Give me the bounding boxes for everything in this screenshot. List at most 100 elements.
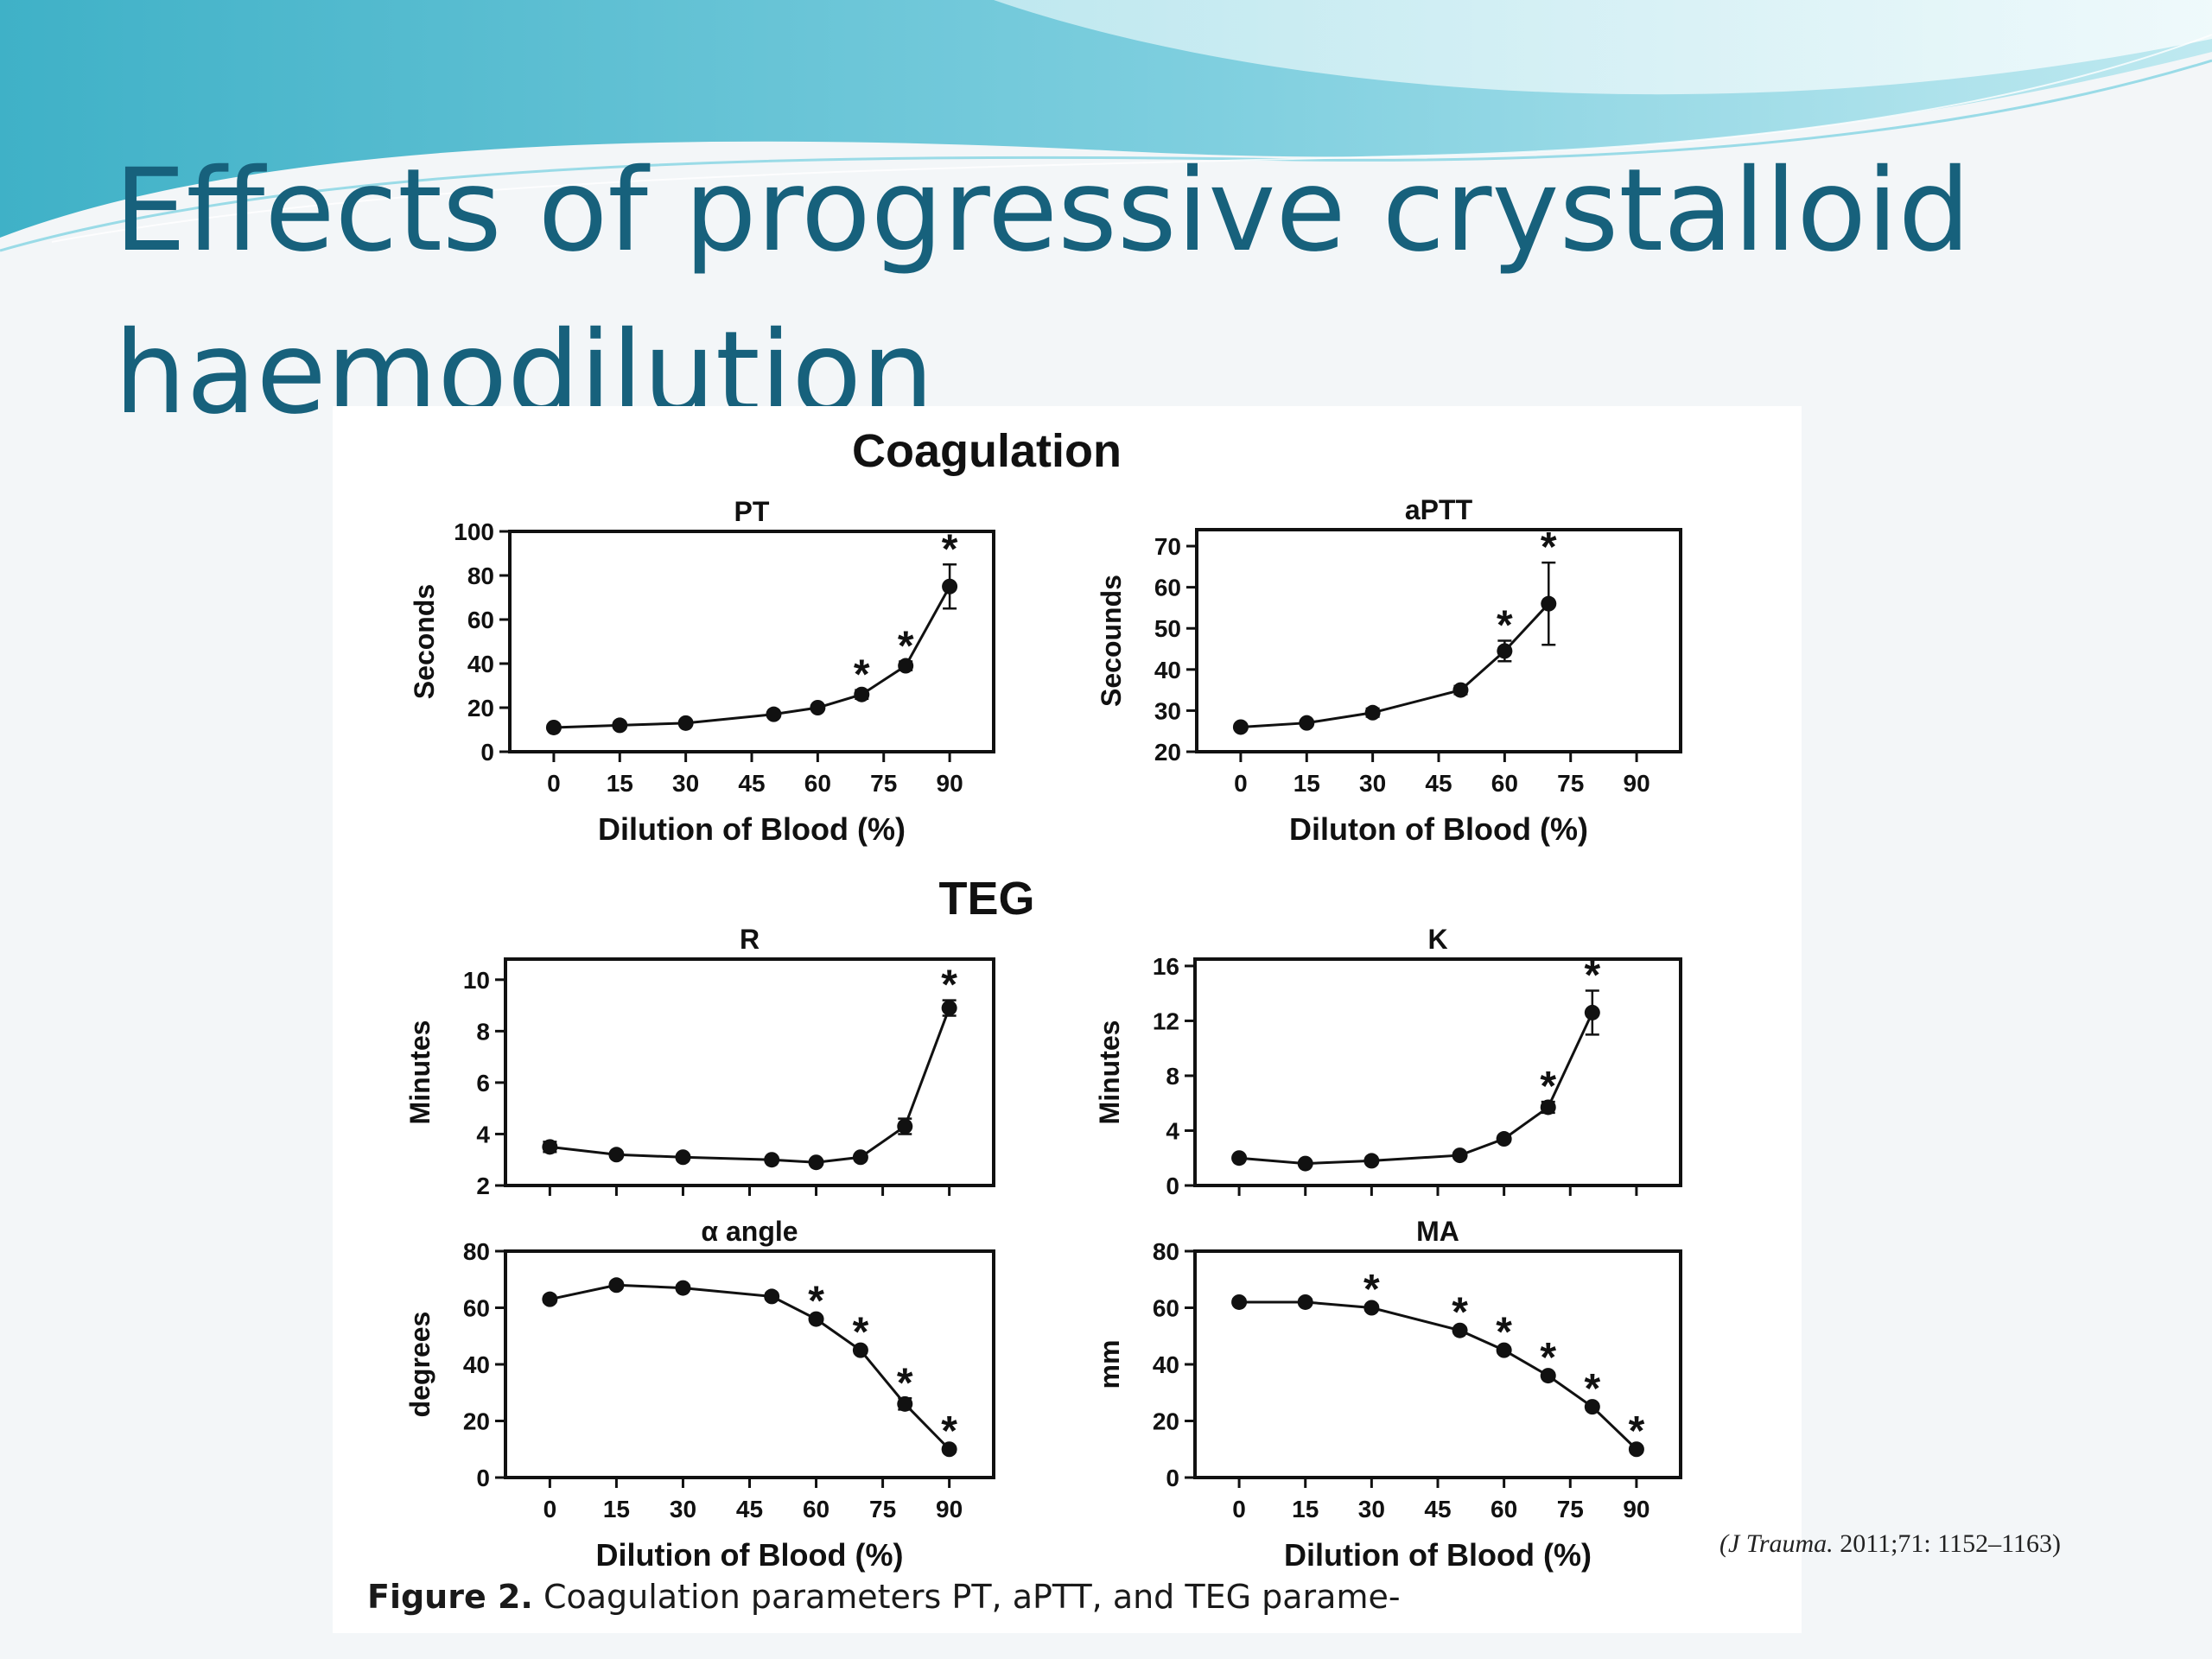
data-point — [1452, 1322, 1468, 1338]
data-point — [542, 1291, 558, 1307]
x-tick-label: 45 — [1425, 770, 1452, 797]
data-point — [608, 1147, 625, 1163]
significance-marker: * — [808, 1278, 824, 1324]
data-point — [942, 578, 958, 594]
plot-frame — [1195, 528, 1682, 753]
x-tick-label: 75 — [1557, 1496, 1584, 1522]
significance-marker: * — [898, 623, 914, 669]
y-axis-label: Secounds — [1096, 575, 1127, 707]
figure-caption: Figure 2. Coagulation parameters PT, aPT… — [367, 1578, 1401, 1616]
chart-pt: PT 0 20 40 60 80 100 0 15 30 45 60 75 90 Dilution of B… — [409, 496, 995, 847]
series-line — [1239, 1300, 1637, 1451]
data-point — [852, 1149, 868, 1166]
chart-title: PT — [734, 496, 770, 527]
x-tick-label: 15 — [1294, 770, 1320, 797]
x-tick-label: 45 — [738, 770, 765, 797]
data-point — [675, 1280, 691, 1296]
chart-title: R — [740, 924, 760, 955]
significance-marker: * — [1452, 1289, 1468, 1335]
figure-panel: Coagulation TEG PT 0 20 40 60 80 100 0 15 30 45 60 7… — [333, 406, 1802, 1633]
data-point — [1232, 719, 1249, 735]
data-point — [810, 700, 826, 715]
x-tick-label: 60 — [1491, 1496, 1517, 1522]
y-tick-label: 20 — [1154, 739, 1181, 766]
data-point — [1540, 1368, 1556, 1384]
x-tick-label: 60 — [803, 1496, 830, 1522]
x-tick-label: 30 — [1359, 770, 1386, 797]
section-title-coagulation: Coagulation — [852, 425, 1122, 477]
y-axis-label: mm — [1094, 1340, 1125, 1389]
series-line — [1240, 602, 1550, 728]
series-line — [550, 1283, 950, 1451]
chart-ma: MA 0 20 40 60 80 0 15 30 45 60 75 90 Dilution of Bloo… — [1094, 1216, 1682, 1573]
data-point — [1297, 1294, 1313, 1310]
caption-text: Coagulation parameters PT, aPTT, and TEG… — [532, 1578, 1401, 1616]
caption-label: Figure 2. — [367, 1578, 533, 1616]
significance-marker: * — [854, 652, 870, 698]
data-point — [1541, 595, 1557, 612]
y-tick-label: 0 — [1166, 1173, 1179, 1199]
significance-marker: * — [1540, 1064, 1556, 1109]
data-point — [1299, 715, 1315, 731]
banner-curve-line — [51, 34, 2212, 243]
data-point — [852, 1342, 868, 1358]
data-point — [542, 1139, 558, 1155]
x-axis-label: Dilution of Blood (%) — [598, 811, 906, 847]
y-tick-label: 40 — [463, 1351, 490, 1378]
data-point — [808, 1154, 824, 1171]
y-tick-label: 0 — [480, 739, 494, 766]
y-tick-label: 80 — [1153, 1238, 1179, 1265]
y-tick-label: 16 — [1153, 953, 1179, 980]
significance-marker: * — [1496, 1309, 1512, 1355]
y-tick-label: 100 — [454, 518, 494, 545]
data-point — [941, 1000, 957, 1016]
y-tick-label: 20 — [463, 1408, 490, 1435]
y-tick-label: 8 — [476, 1018, 490, 1045]
y-tick-label: 30 — [1154, 697, 1181, 724]
series-line — [550, 1007, 951, 1164]
x-tick-label: 75 — [870, 770, 897, 797]
data-point — [612, 717, 628, 734]
significance-marker: * — [897, 1360, 913, 1406]
plot-frame — [504, 1249, 995, 1479]
data-point — [1363, 1300, 1380, 1316]
data-point — [1628, 1441, 1644, 1458]
y-tick-label: 60 — [467, 607, 494, 633]
chart-title: aPTT — [1405, 494, 1473, 525]
data-point — [675, 1149, 691, 1166]
y-tick-label: 4 — [476, 1121, 490, 1147]
y-tick-label: 70 — [1154, 533, 1181, 560]
x-tick-label: 0 — [547, 770, 561, 797]
significance-marker: * — [1540, 1335, 1556, 1381]
data-point — [766, 706, 782, 722]
chart-alpha: α angle 0 20 40 60 80 0 15 30 45 60 75 90 Dilution of… — [404, 1216, 995, 1573]
x-tick-label: 75 — [1557, 770, 1584, 797]
x-tick-label: 0 — [1234, 770, 1248, 797]
data-point — [1297, 1155, 1313, 1172]
y-tick-label: 50 — [1154, 615, 1181, 642]
data-point — [1584, 1399, 1600, 1415]
x-tick-label: 15 — [1292, 1496, 1319, 1522]
data-point — [897, 1395, 913, 1412]
significance-marker: * — [1629, 1408, 1645, 1454]
chart-aptt: aPTT 20 30 40 50 60 70 0 15 30 45 60 75 90 Diluton of … — [1096, 494, 1682, 847]
data-point — [898, 658, 914, 674]
citation: (J Trauma. 2011;71: 1152–1163) — [1719, 1529, 2061, 1559]
data-point — [1363, 1153, 1380, 1169]
data-point — [764, 1152, 780, 1168]
y-axis-label: Seconds — [409, 584, 440, 699]
banner-curve-line — [0, 59, 2212, 252]
x-tick-label: 90 — [936, 1496, 963, 1522]
y-tick-label: 6 — [476, 1070, 490, 1096]
y-axis-label: degrees — [404, 1312, 435, 1418]
x-tick-label: 90 — [937, 770, 963, 797]
x-tick-label: 90 — [1624, 770, 1650, 797]
x-tick-label: 60 — [804, 770, 831, 797]
chart-title: α angle — [701, 1216, 798, 1247]
plot-frame — [1193, 1249, 1682, 1479]
y-tick-label: 2 — [476, 1173, 490, 1199]
significance-marker: * — [1497, 603, 1513, 649]
